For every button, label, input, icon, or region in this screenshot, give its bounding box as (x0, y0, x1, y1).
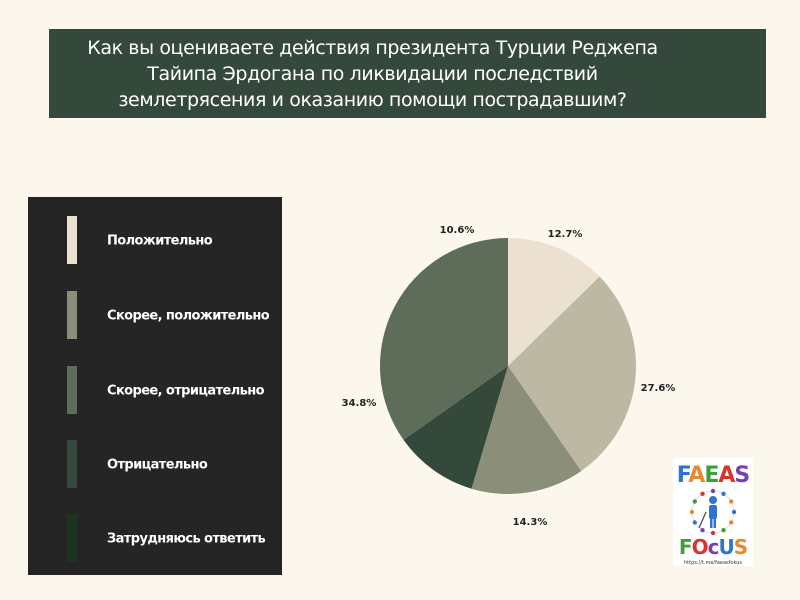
legend-swatch (67, 291, 77, 339)
legend-swatch (67, 366, 77, 414)
legend-label: Скорее, отрицательно (107, 383, 265, 399)
slice-label: 27.6% (641, 383, 676, 394)
legend-item: Скорее, положительно (28, 291, 282, 341)
legend-item: Затрудняюсь ответить (28, 514, 282, 564)
legend-swatch (67, 216, 77, 264)
faeas-focus-logo: FAEAS FOcUS https://t.me/faeasfokus (673, 458, 753, 566)
pie-slice (508, 238, 600, 366)
pie-slice (403, 366, 508, 489)
legend-item: Скорее, отрицательно (28, 366, 282, 416)
title-banner: Как вы оцениваете действия президента Ту… (49, 29, 766, 118)
svg-text:https://t.me/faeasfokus: https://t.me/faeasfokus (684, 560, 742, 566)
legend: Положительно Скорее, положительно Скорее… (28, 197, 282, 575)
legend-label: Положительно (107, 233, 213, 249)
legend-swatch (67, 440, 77, 488)
slice-label: 14.3% (513, 517, 548, 528)
legend-label: Скорее, положительно (107, 308, 270, 324)
slice-label: 12.7% (548, 229, 583, 240)
legend-item: Отрицательно (28, 440, 282, 490)
pie-slice (380, 238, 508, 440)
pie-slice (508, 276, 636, 471)
slice-label: 34.8% (342, 398, 377, 409)
legend-label: Отрицательно (107, 457, 208, 473)
legend-swatch (67, 514, 77, 562)
legend-item: Положительно (28, 216, 282, 266)
svg-text:FAEAS: FAEAS (677, 463, 750, 488)
svg-text:FOcUS: FOcUS (679, 535, 747, 559)
chart-title: Как вы оцениваете действия президента Ту… (87, 36, 658, 111)
pie-chart: 12.7% 27.6% 14.3% 10.6% 34.8% (342, 225, 676, 528)
pie-slice (471, 366, 582, 494)
slice-label: 10.6% (440, 225, 475, 236)
legend-label: Затрудняюсь ответить (107, 531, 266, 547)
